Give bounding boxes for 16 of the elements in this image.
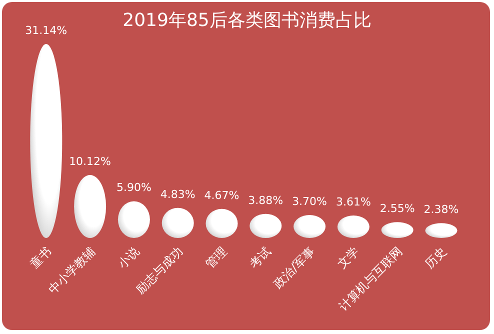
- x-tick-label: 历史: [422, 244, 450, 272]
- data-label: 4.67%: [204, 188, 240, 202]
- data-label: 5.90%: [116, 181, 152, 194]
- chart-title: 2019年85后各类图书消费占比: [122, 10, 372, 31]
- data-label: 10.12%: [69, 154, 112, 168]
- x-tick-label: 小说: [115, 244, 142, 272]
- x-tick-label: 管理: [202, 244, 230, 272]
- x-tick-label: 童书: [27, 244, 54, 272]
- data-label: 3.70%: [292, 194, 328, 208]
- data-label: 3.88%: [248, 194, 284, 207]
- x-tick-label: 文学: [334, 244, 362, 272]
- data-label: 2.38%: [424, 203, 459, 216]
- data-label: 31.14%: [25, 24, 68, 37]
- data-label: 2.55%: [380, 202, 415, 216]
- data-label: 3.61%: [336, 196, 371, 209]
- data-label: 4.83%: [160, 188, 196, 201]
